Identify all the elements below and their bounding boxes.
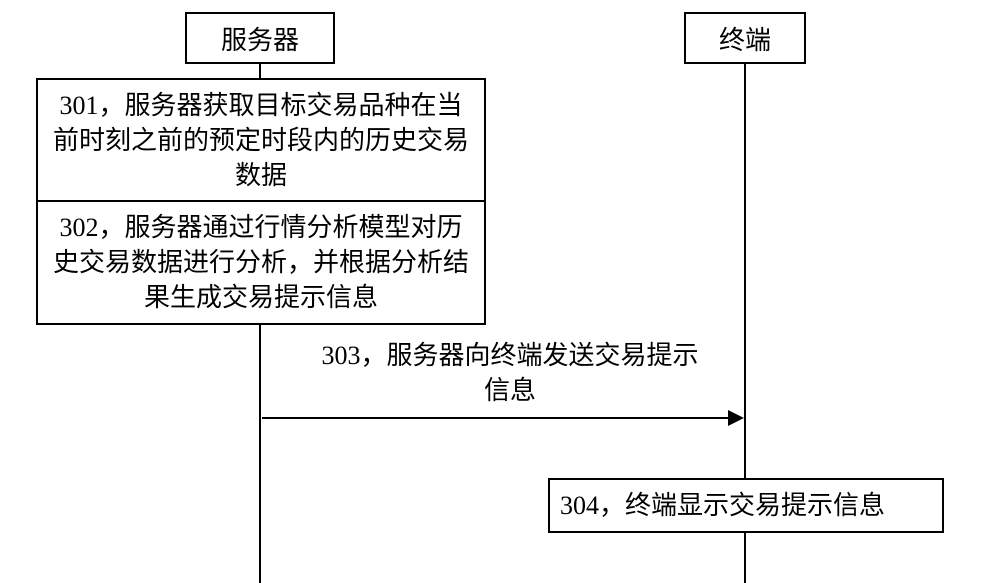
participant-terminal-label: 终端 (719, 20, 771, 57)
step-302-box: 302，服务器通过行情分析模型对历史交易数据进行分析，并根据分析结果生成交易提示… (36, 200, 486, 325)
step-304-text: 304，终端显示交易提示信息 (560, 491, 885, 520)
message-303-arrow-shaft (262, 417, 728, 419)
step-304-box: 304，终端显示交易提示信息 (548, 478, 944, 533)
message-303-label: 303，服务器向终端发送交易提示信息 (310, 338, 710, 408)
message-303-arrow-head (728, 410, 744, 426)
participant-terminal-box: 终端 (684, 12, 806, 64)
participant-server-box: 服务器 (185, 12, 335, 64)
step-301-box: 301，服务器获取目标交易品种在当前时刻之前的预定时段内的历史交易数据 (36, 78, 486, 203)
step-301-text: 301，服务器获取目标交易品种在当前时刻之前的预定时段内的历史交易数据 (53, 91, 469, 190)
step-302-text: 302，服务器通过行情分析模型对历史交易数据进行分析，并根据分析结果生成交易提示… (53, 213, 469, 312)
participant-server-label: 服务器 (221, 20, 299, 57)
message-303-text: 303，服务器向终端发送交易提示信息 (321, 341, 698, 405)
sequence-diagram-canvas: 服务器 终端 301，服务器获取目标交易品种在当前时刻之前的预定时段内的历史交易… (0, 0, 1000, 583)
